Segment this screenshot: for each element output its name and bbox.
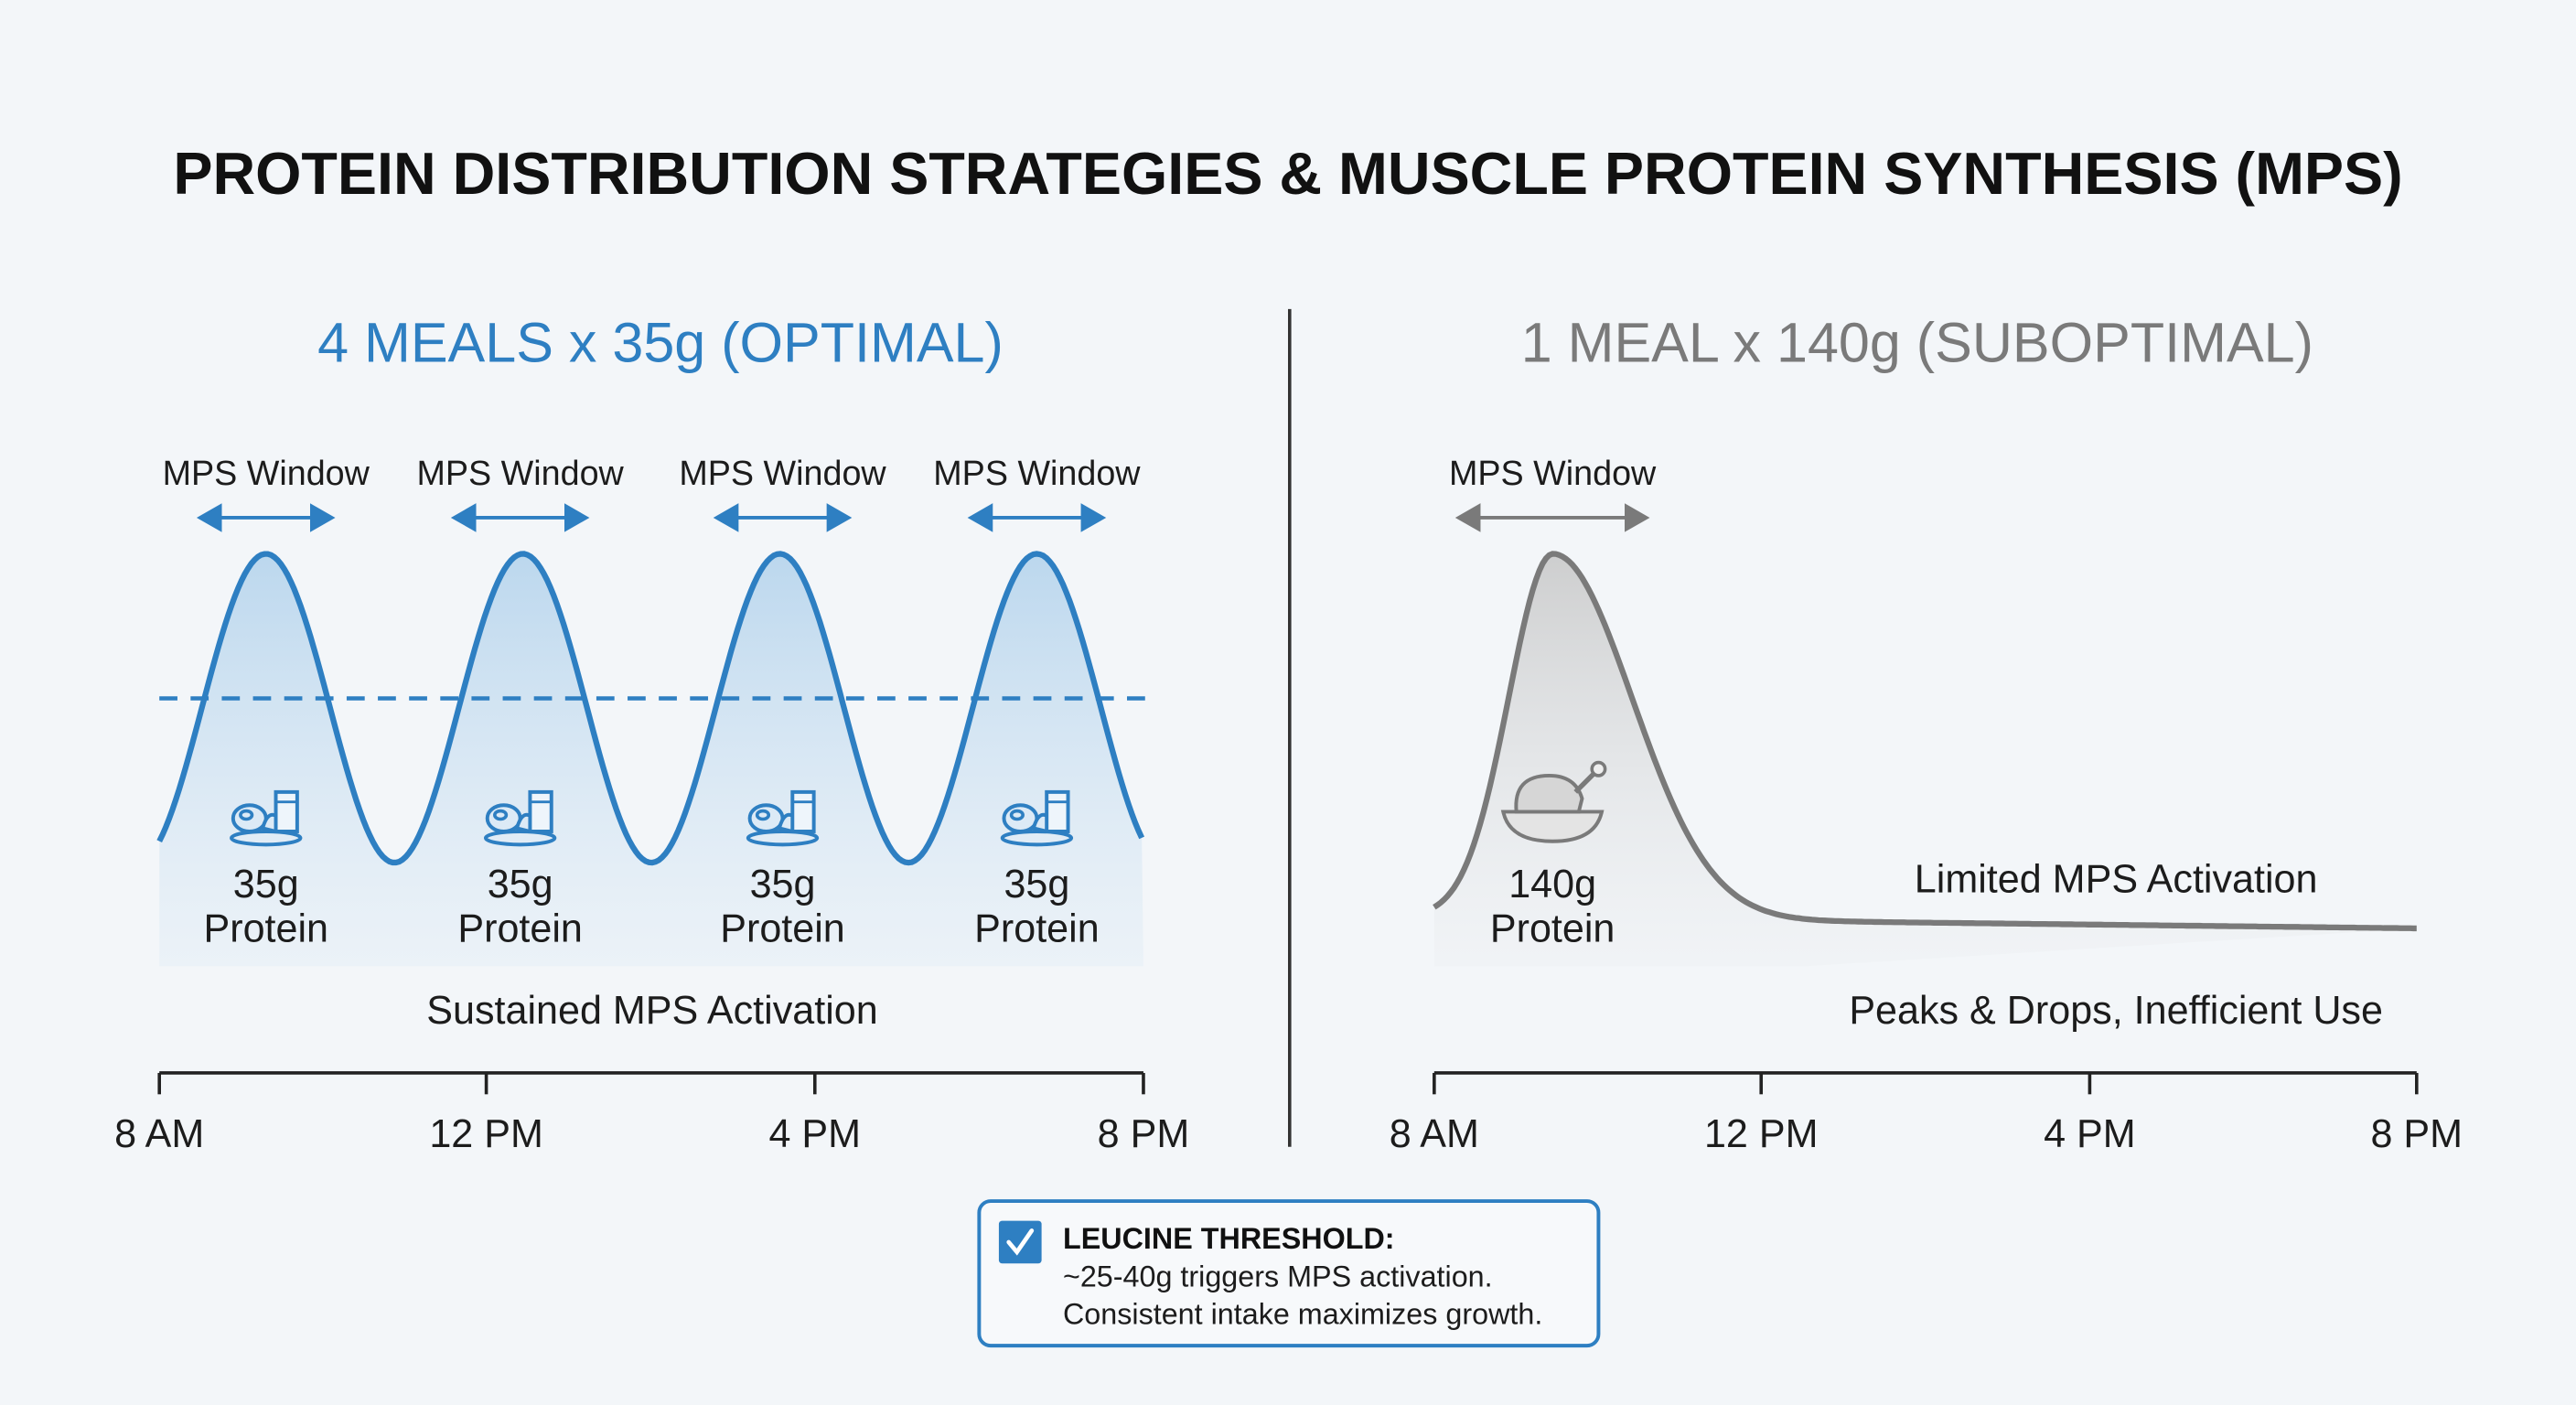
suboptimal-time-axis: 8 AM 12 PM 4 PM 8 PM bbox=[1390, 1071, 2463, 1156]
checkbox-checked-icon bbox=[998, 1220, 1042, 1264]
optimal-curve-fill bbox=[159, 553, 1143, 967]
note-heading: LEUCINE THRESHOLD: bbox=[1063, 1222, 1395, 1255]
mps-window-label: MPS Window bbox=[1449, 454, 1657, 492]
optimal-panel: 4 MEALS x 35g (OPTIMAL) MPS Window35gPro… bbox=[114, 311, 1189, 1155]
meal-unit: Protein bbox=[1490, 906, 1615, 950]
leucine-threshold-note: LEUCINE THRESHOLD: ~25-40g triggers MPS … bbox=[977, 1199, 1601, 1348]
optimal-heading: 4 MEALS x 35g (OPTIMAL) bbox=[317, 311, 1004, 373]
tick-label: 8 PM bbox=[1098, 1112, 1190, 1156]
note-line-2: Consistent intake maximizes growth. bbox=[1063, 1298, 1542, 1331]
suboptimal-curve-fill bbox=[1433, 553, 2417, 967]
tick-label: 12 PM bbox=[429, 1112, 543, 1156]
suboptimal-heading: 1 MEAL x 140g (SUBOPTIMAL) bbox=[1521, 311, 2313, 373]
limited-mps-label: Limited MPS Activation bbox=[1915, 857, 2318, 901]
note-box bbox=[977, 1199, 1601, 1348]
tick-label: 4 PM bbox=[768, 1112, 861, 1156]
meal-unit: Protein bbox=[457, 906, 583, 950]
suboptimal-mps-curve bbox=[1433, 551, 2417, 932]
optimal-time-axis: 8 AM 12 PM 4 PM 8 PM bbox=[114, 1071, 1190, 1156]
meal-amount: 35g bbox=[750, 863, 816, 906]
mps-window-label: MPS Window bbox=[679, 454, 886, 492]
meal-amount: 35g bbox=[1004, 863, 1069, 906]
optimal-caption: Sustained MPS Activation bbox=[426, 989, 877, 1033]
meal-unit: Protein bbox=[974, 906, 1100, 950]
suboptimal-panel: 1 MEAL x 140g (SUBOPTIMAL) MPS Window 14… bbox=[1390, 311, 2463, 1155]
note-line-1: ~25-40g triggers MPS activation. bbox=[1063, 1260, 1493, 1292]
chicken-bowl-icon bbox=[1500, 760, 1607, 843]
optimal-mps-curve bbox=[156, 551, 1145, 866]
tick-label: 8 PM bbox=[2370, 1112, 2463, 1156]
meal-amount: 35g bbox=[488, 863, 553, 906]
tick-label: 8 AM bbox=[114, 1112, 204, 1156]
meal-amount: 140g bbox=[1508, 863, 1596, 906]
tick-label: 12 PM bbox=[1704, 1112, 1819, 1156]
tick-label: 8 AM bbox=[1390, 1112, 1479, 1156]
mps-window-label: MPS Window bbox=[163, 454, 370, 492]
suboptimal-caption: Peaks & Drops, Inefficient Use bbox=[1849, 989, 2383, 1033]
page-title: PROTEIN DISTRIBUTION STRATEGIES & MUSCLE… bbox=[173, 140, 2402, 207]
meal-unit: Protein bbox=[203, 906, 328, 950]
mps-window-label: MPS Window bbox=[933, 454, 1141, 492]
mps-window-label: MPS Window bbox=[417, 454, 625, 492]
meal-amount: 35g bbox=[233, 863, 299, 906]
tick-label: 4 PM bbox=[2044, 1112, 2136, 1156]
meal-unit: Protein bbox=[720, 906, 845, 950]
